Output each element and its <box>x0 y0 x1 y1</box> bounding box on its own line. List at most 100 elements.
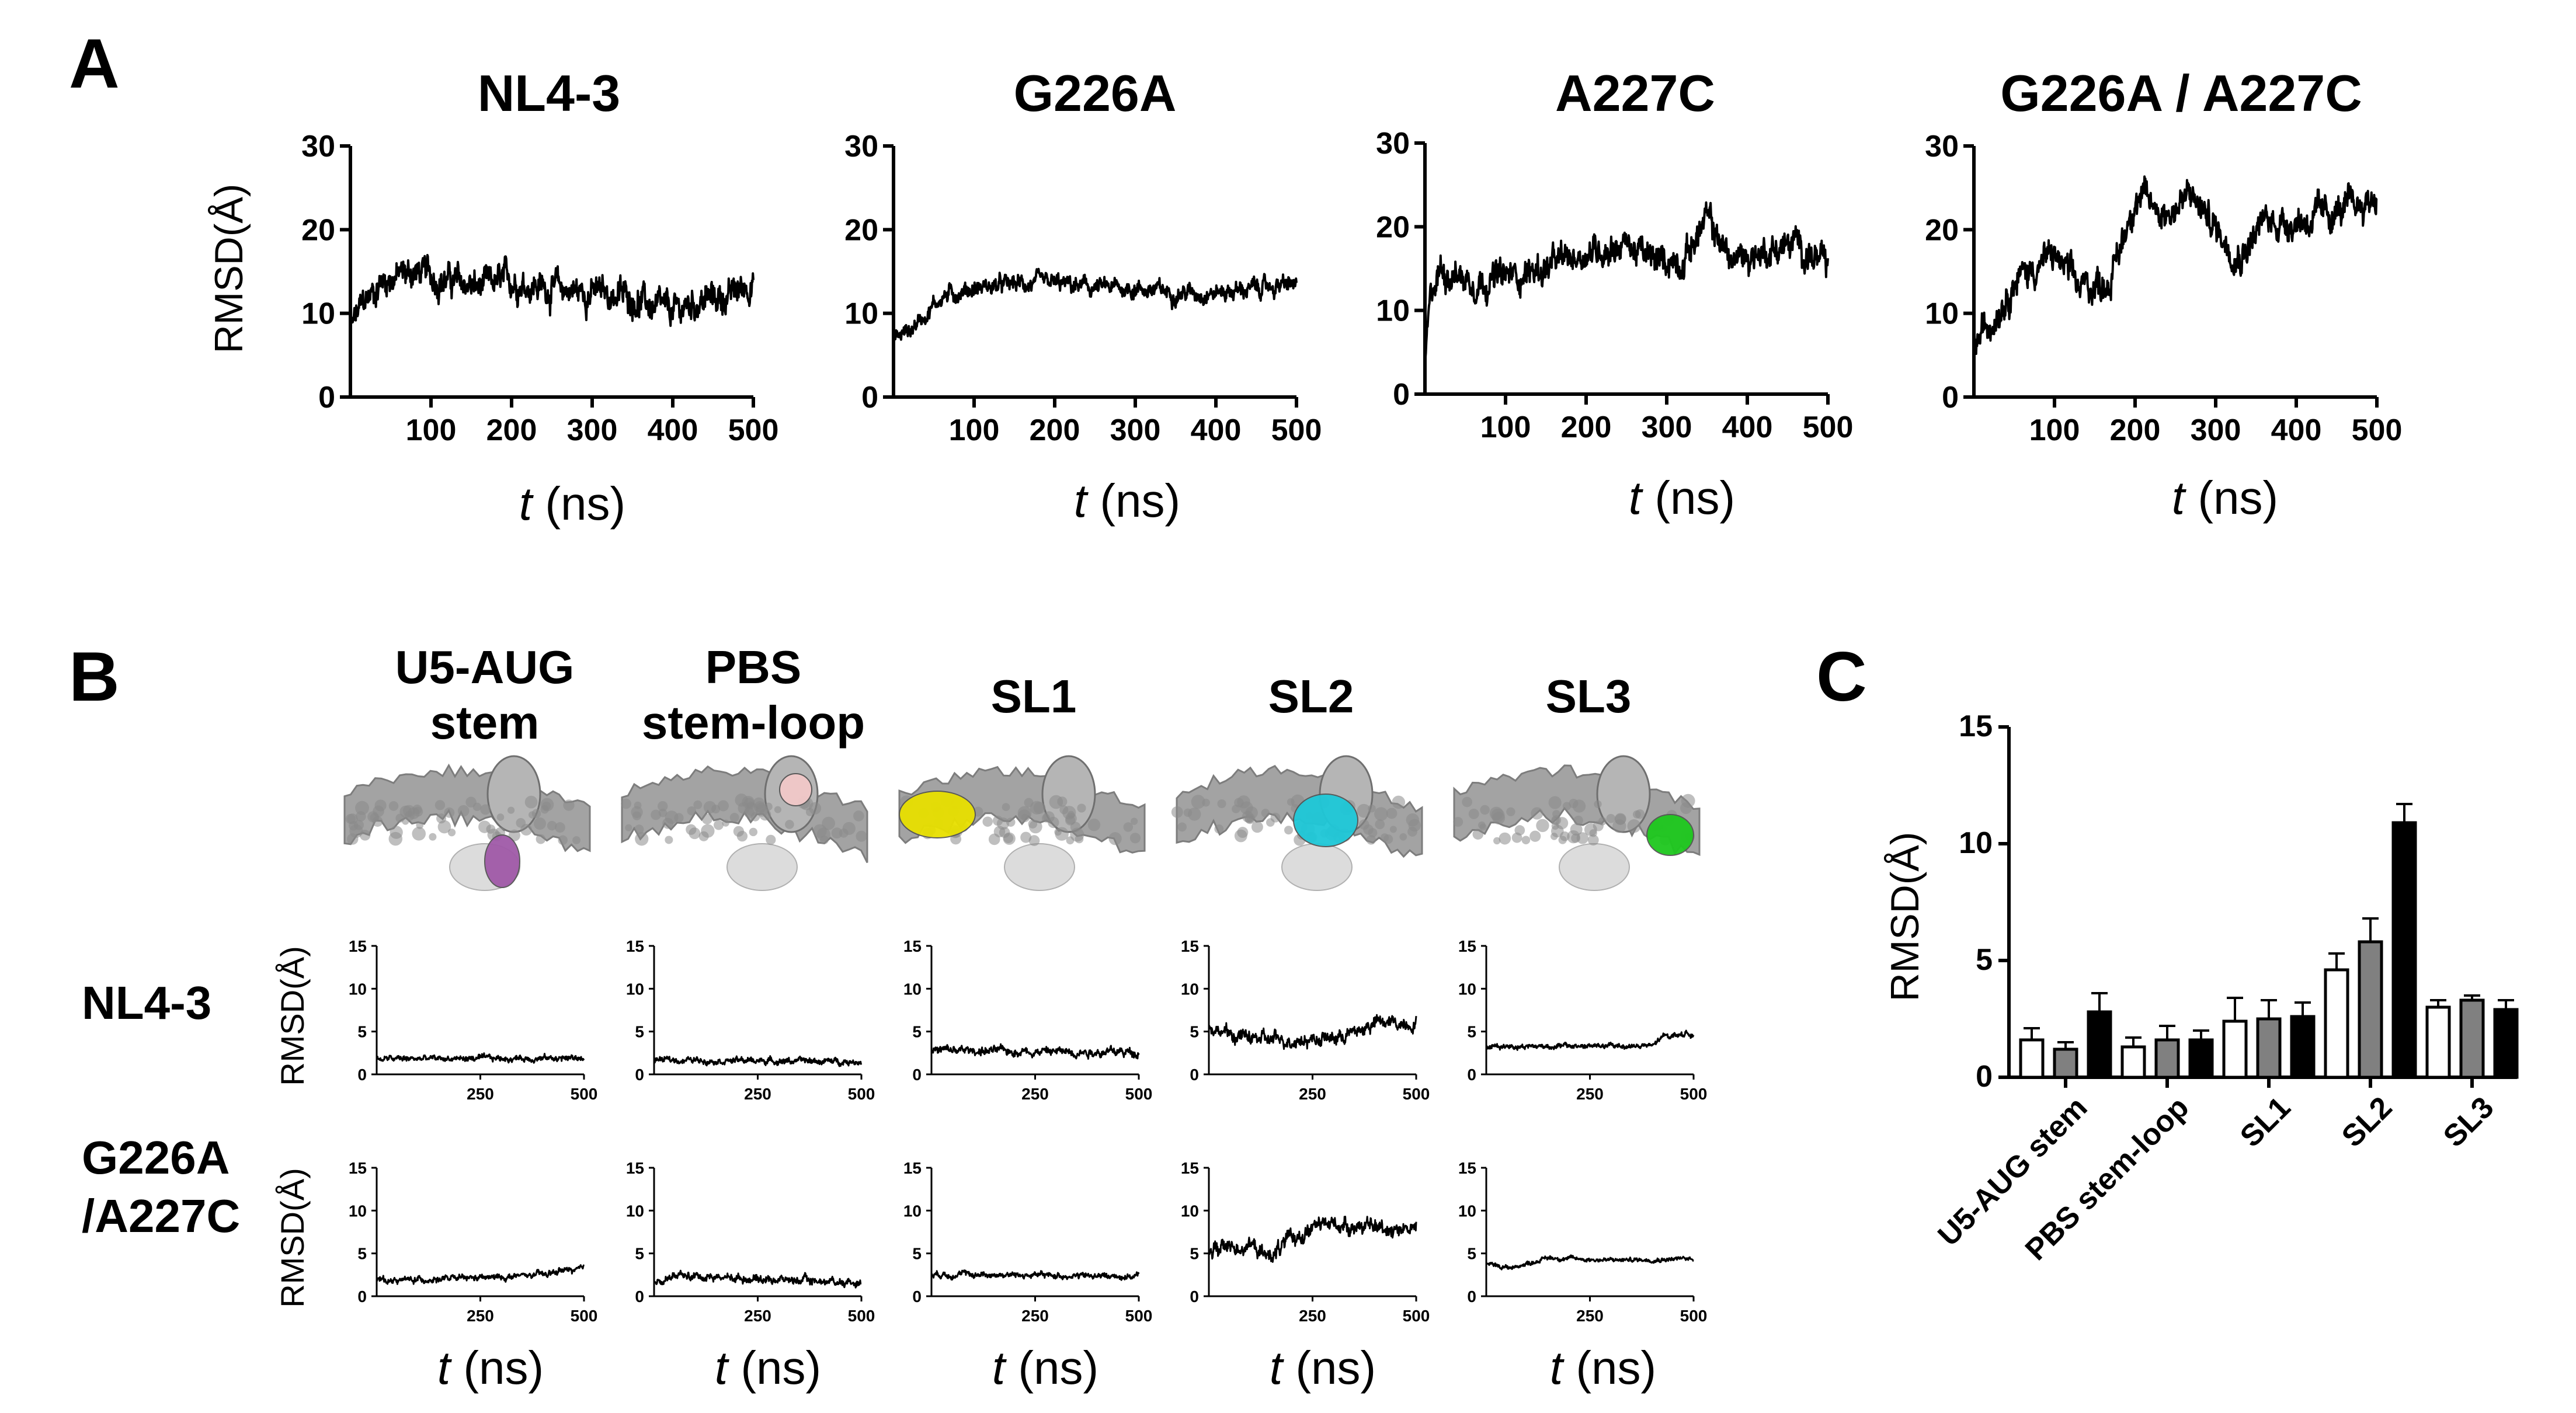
structure-texture-2 <box>674 813 684 823</box>
panel-a-chart-3-ytick-label: 30 <box>1376 127 1410 161</box>
bar-series-3-2 <box>2188 1038 2214 1079</box>
panel-b-chart-r1-c1-ytick-label: 0 <box>357 1066 367 1084</box>
structure-texture-3 <box>1123 822 1134 832</box>
structure-texture-5 <box>1480 805 1490 815</box>
panel-b-xlabel-4: t (ns) <box>1270 1342 1376 1394</box>
structure-texture-5 <box>1635 809 1645 819</box>
panel-b-chart-r1-c5-ytick-label: 5 <box>1467 1023 1476 1041</box>
structure-texture-2 <box>749 827 758 837</box>
structure-texture-2 <box>831 827 843 839</box>
structure-texture-1 <box>355 811 366 822</box>
structure-texture-2 <box>665 836 673 844</box>
structure-texture-2 <box>736 830 748 842</box>
panel-b-chart-r1-c5: 0 5 10 15 250 500 <box>1458 937 1708 1103</box>
structure-texture-5 <box>1594 800 1602 808</box>
panel-a-chart-1-series-line <box>349 253 755 332</box>
panel-b-chart-r2-c3-series-line <box>931 1269 1140 1281</box>
structure-texture-2 <box>718 800 729 812</box>
panel-b-chart-r2-c2-ytick-label: 15 <box>626 1159 644 1177</box>
panel-c-category-label: SL1 <box>2234 1090 2297 1153</box>
panel-a-chart-1-ytick-label: 30 <box>301 130 335 163</box>
structure-texture-2 <box>701 824 715 838</box>
panel-b-chart-r2-c1-ytick-label: 15 <box>349 1159 367 1177</box>
panel-b-chart-r1-c1-ytick-label: 15 <box>349 937 367 955</box>
structure-texture-1 <box>436 813 447 824</box>
bar-series-1-4 <box>2324 968 2349 1079</box>
structure-texture-1 <box>520 824 533 836</box>
panel-b-chart-r2-c2-ytick-label: 0 <box>635 1287 644 1306</box>
panel-b-chart-r2-c2-xtick-label: 500 <box>848 1307 875 1325</box>
structure-texture-3 <box>1066 836 1075 845</box>
region-title-sl2: SL2 <box>1268 670 1354 722</box>
panel-a-chart-3-ytick-label: 20 <box>1376 210 1410 244</box>
region-title-u5aug-1: U5-AUG <box>395 641 575 693</box>
panel-b-chart-r2-c3-ytick-label: 5 <box>912 1245 922 1263</box>
panel-a-chart-1-xtick-label: 400 <box>648 413 698 447</box>
panel-a-chart-2-ytick-label: 10 <box>844 297 878 331</box>
structure-highlight-2 <box>779 773 812 806</box>
panel-b-chart-r1-c1: 0 5 10 15 250 500 <box>349 937 598 1103</box>
structure-texture-5 <box>1576 832 1588 844</box>
panel-b-chart-r2-c1-ytick-label: 10 <box>349 1202 367 1220</box>
structure-texture-2 <box>839 828 849 838</box>
structure-texture-1 <box>536 834 546 844</box>
panel-a-chart-3-series-line <box>1424 201 1829 360</box>
structure-texture-4 <box>1366 835 1376 845</box>
panel-b-chart-r2-c3-xtick-label: 500 <box>1125 1307 1153 1325</box>
structure-texture-4 <box>1358 819 1369 830</box>
structure-texture-5 <box>1462 796 1473 808</box>
panel-b-chart-r2-c4-ytick-label: 10 <box>1181 1202 1199 1220</box>
structure-texture-2 <box>853 810 864 822</box>
panel-c-ytick-label: 15 <box>1959 709 1993 743</box>
structure-texture-4 <box>1380 833 1389 842</box>
structure-texture-1 <box>395 813 405 823</box>
bar-series-2-3 <box>2256 1017 2282 1079</box>
panel-c-ylabel: RMSD(Å) <box>1883 832 1927 1002</box>
bar-series-3-3 <box>2290 1015 2316 1079</box>
structure-texture-3 <box>1055 827 1069 841</box>
bar-series-2-2 <box>2154 1038 2180 1079</box>
panel-a-xlabel-4: t (ns) <box>2172 472 2278 524</box>
structure-texture-1 <box>355 801 370 815</box>
structure-texture-3 <box>1017 806 1032 820</box>
panel-a-chart-3: 0 10 20 30 100 200 300 400 500 <box>1376 127 1853 444</box>
structure-texture-2 <box>822 816 835 830</box>
structure-texture-2 <box>657 801 668 812</box>
panel-a-chart-2-ytick-label: 0 <box>861 381 878 415</box>
structure-texture-5 <box>1681 793 1695 808</box>
structure-highlight-1 <box>484 834 520 888</box>
panel-b-chart-r2-c3-ytick-label: 0 <box>912 1287 922 1306</box>
structure-texture-3 <box>1003 832 1016 845</box>
structure-texture-1 <box>349 824 363 838</box>
structure-5 <box>1453 755 1701 891</box>
structure-texture-2 <box>701 813 712 824</box>
panel-c-ytick-label: 5 <box>1976 943 1993 977</box>
structure-texture-5 <box>1479 823 1487 831</box>
bar-series-1-3 <box>2222 1019 2248 1079</box>
structure-texture-3 <box>1067 810 1075 819</box>
structure-texture-4 <box>1234 829 1247 843</box>
structure-texture-3 <box>1075 834 1084 844</box>
panel-b-chart-r2-c2-series-line <box>653 1269 862 1289</box>
rna-structure-renderings <box>343 755 1701 891</box>
panel-a-chart-1: 0 10 20 30 100 200 300 400 500 <box>301 130 778 447</box>
panel-b-chart-r2-c5: 0 5 10 15 250 500 <box>1458 1159 1708 1325</box>
panel-b-chart-r2-c5-ytick-label: 10 <box>1458 1202 1476 1220</box>
structure-texture-1 <box>540 798 554 812</box>
structure-texture-1 <box>572 836 580 844</box>
panel-a-chart-3-xtick-label: 200 <box>1561 410 1612 444</box>
panel-a-chart-4-xtick-label: 100 <box>2029 413 2080 447</box>
panel-a-chart-4-ytick-label: 20 <box>1925 213 1959 247</box>
structure-texture-5 <box>1521 836 1531 845</box>
region-title-pbs-2: stem-loop <box>642 697 865 749</box>
panel-b-chart-r2-c2-xtick-label: 250 <box>744 1307 771 1325</box>
panel-a-title-double: G226A / A227C <box>2000 64 2362 122</box>
structure-texture-2 <box>621 798 632 809</box>
panel-a-chart-2-series-line <box>892 267 1298 344</box>
structure-highlight-3 <box>899 791 976 838</box>
panel-b-chart-r2-c3-ytick-label: 15 <box>903 1159 922 1177</box>
structure-texture-3 <box>1041 813 1051 823</box>
structure-texture-5 <box>1627 819 1641 833</box>
structure-4 <box>1171 755 1423 891</box>
structure-texture-2 <box>766 834 776 845</box>
